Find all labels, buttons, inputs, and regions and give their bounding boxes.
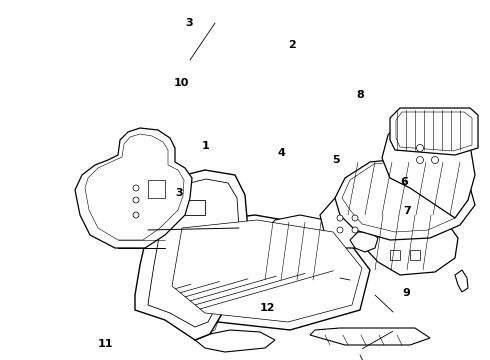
Polygon shape (148, 179, 239, 327)
Polygon shape (255, 287, 345, 310)
Polygon shape (350, 232, 378, 252)
Polygon shape (382, 115, 475, 218)
Text: 6: 6 (400, 177, 408, 187)
Polygon shape (396, 112, 472, 151)
Text: 2: 2 (288, 40, 295, 50)
Text: 3: 3 (185, 18, 193, 28)
Text: 11: 11 (98, 339, 113, 349)
Text: 4: 4 (278, 148, 286, 158)
Polygon shape (342, 160, 468, 232)
Polygon shape (172, 220, 362, 322)
Circle shape (416, 157, 423, 163)
Circle shape (352, 227, 358, 233)
Polygon shape (310, 328, 430, 345)
Text: 1: 1 (202, 141, 210, 151)
Polygon shape (390, 250, 400, 260)
Text: 3: 3 (175, 188, 183, 198)
Polygon shape (390, 108, 478, 155)
Circle shape (337, 227, 343, 233)
Text: 9: 9 (403, 288, 411, 298)
Circle shape (352, 215, 358, 221)
Text: 7: 7 (403, 206, 411, 216)
Polygon shape (335, 158, 475, 240)
Polygon shape (85, 134, 184, 240)
Circle shape (337, 215, 343, 221)
Text: 5: 5 (332, 155, 340, 165)
Polygon shape (455, 270, 468, 292)
Polygon shape (148, 180, 165, 198)
Text: 10: 10 (173, 78, 189, 88)
Polygon shape (195, 330, 275, 352)
Circle shape (133, 197, 139, 203)
Text: 8: 8 (356, 90, 364, 100)
Polygon shape (185, 200, 205, 215)
Circle shape (133, 212, 139, 218)
Polygon shape (190, 244, 235, 335)
Polygon shape (165, 215, 370, 330)
Circle shape (133, 185, 139, 191)
Polygon shape (255, 215, 348, 295)
Polygon shape (135, 170, 248, 340)
Polygon shape (320, 198, 378, 248)
Text: 12: 12 (259, 303, 275, 313)
Polygon shape (410, 250, 420, 260)
Circle shape (432, 157, 439, 163)
Polygon shape (75, 128, 192, 248)
Polygon shape (365, 210, 458, 275)
Circle shape (416, 144, 423, 152)
Polygon shape (185, 240, 240, 340)
